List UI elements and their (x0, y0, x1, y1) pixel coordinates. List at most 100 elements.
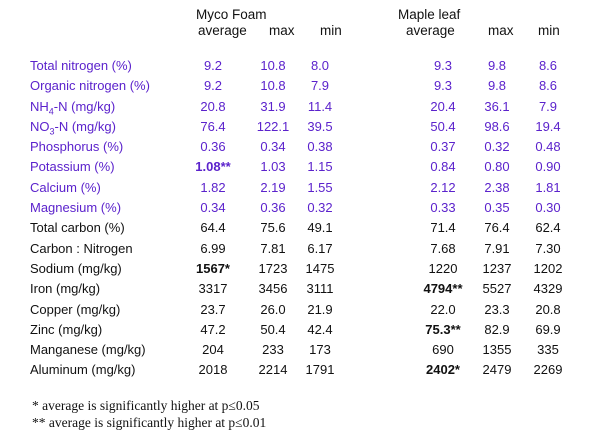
column-gap (340, 340, 418, 360)
row-label: Carbon : Nitrogen (30, 239, 180, 259)
value-cell: 4794** (423, 281, 463, 297)
value-cell: 1.03 (260, 159, 286, 175)
value-cell: 1791 (305, 362, 335, 378)
value-cell: 3317 (198, 281, 228, 297)
row-label-text: Calcium (%) (30, 179, 101, 195)
value-cell: 76.4 (484, 220, 510, 236)
row-label-text: NH (30, 98, 49, 114)
row-label-text: Total nitrogen (%) (30, 58, 132, 73)
value-cell: 42.4 (307, 321, 333, 337)
column-gap (340, 137, 418, 157)
value-cell: 2214 (258, 362, 288, 378)
value-cell: 6.17 (307, 240, 333, 256)
value-cell: 1202 (533, 260, 563, 276)
value-cell: 0.34 (200, 200, 226, 216)
value-cell: 1.82 (200, 179, 226, 195)
table-row: NH4-N (mg/kg) 20.8 31.9 11.4 20.4 36.1 7.9 (30, 97, 570, 117)
row-label-text: NO (30, 118, 50, 134)
row-label: Potassium (%) (30, 157, 180, 177)
value-cell: 2402* (426, 362, 460, 378)
value-cell: 5527 (482, 281, 512, 297)
row-label: Organic nitrogen (%) (30, 76, 180, 96)
value-cell: 0.33 (430, 200, 456, 216)
value-cell: 75.6 (260, 220, 286, 236)
value-cell: 23.7 (200, 301, 226, 317)
value-cell: 0.37 (430, 139, 456, 155)
value-cell: 0.35 (484, 200, 510, 216)
value-cell: 2018 (198, 362, 228, 378)
column-gap (340, 239, 418, 259)
group1-min-header: min (320, 23, 342, 38)
value-cell: 1567* (196, 260, 230, 276)
row-label-text: Phosphorus (%) (30, 139, 124, 155)
value-cell: 76.4 (200, 118, 226, 134)
value-cell: 69.9 (535, 321, 561, 337)
value-cell: 82.9 (484, 321, 510, 337)
column-gap (340, 97, 418, 117)
footnote-significance-01: ** average is significantly higher at p≤… (32, 415, 267, 430)
value-cell: 233 (262, 342, 284, 358)
value-cell: 9.2 (203, 78, 223, 94)
value-cell: 0.84 (430, 159, 456, 175)
table-row: Total nitrogen (%) 9.2 10.8 8.0 9.3 9.8 8.6 (30, 56, 570, 76)
row-label-text: Sodium (mg/kg) (30, 260, 122, 276)
value-cell: 0.32 (484, 139, 510, 155)
value-cell: 2.12 (430, 179, 456, 195)
value-cell: 1475 (305, 260, 335, 276)
value-cell: 0.32 (307, 200, 333, 216)
group1-header: Myco Foam average (196, 7, 267, 39)
value-cell: 50.4 (430, 118, 456, 134)
row-label: Copper (mg/kg) (30, 300, 180, 320)
row-label: Phosphorus (%) (30, 137, 180, 157)
value-cell: 9.8 (487, 78, 507, 94)
value-cell: 3456 (258, 281, 288, 297)
column-gap (340, 320, 418, 340)
value-cell: 7.9 (310, 78, 330, 94)
value-cell: 75.3** (425, 321, 461, 337)
column-gap (340, 360, 418, 380)
table-row: Total carbon (%) 64.4 75.6 49.1 71.4 76.4 62.4 (30, 218, 570, 238)
value-cell: 1.15 (307, 159, 333, 175)
value-cell: 9.3 (433, 58, 453, 73)
table-row: Aluminum (mg/kg) 2018 2214 1791 2402* 2479 226… (30, 360, 570, 380)
row-label: Zinc (mg/kg) (30, 320, 180, 340)
value-cell: 20.4 (430, 98, 456, 114)
value-cell: 20.8 (535, 301, 561, 317)
value-cell: 1723 (258, 260, 288, 276)
column-gap (340, 198, 418, 218)
value-cell: 9.2 (203, 58, 223, 73)
row-label-text: Total carbon (%) (30, 220, 125, 236)
group2-header: Maple leaf average (398, 7, 468, 39)
row-label: NO3-N (mg/kg) (30, 117, 180, 137)
value-cell: 0.36 (200, 139, 226, 155)
column-gap (340, 178, 418, 198)
row-label-subscript: 3 (49, 126, 55, 137)
value-cell: 1.08** (195, 159, 231, 175)
value-cell: 98.6 (484, 118, 510, 134)
row-label: Magnesium (%) (30, 198, 180, 218)
value-cell: 0.38 (307, 139, 333, 155)
row-label-text: Magnesium (%) (30, 200, 122, 216)
footnote-significance-05: * average is significantly higher at p≤0… (32, 398, 260, 413)
value-cell: 64.4 (200, 220, 226, 236)
row-label: Aluminum (mg/kg) (30, 360, 180, 380)
value-cell: 19.4 (535, 118, 561, 134)
value-cell: 0.30 (535, 200, 561, 216)
value-cell: 1355 (482, 342, 512, 358)
column-gap (340, 56, 418, 76)
row-label: NH4-N (mg/kg) (30, 97, 180, 117)
value-cell: 20.8 (200, 98, 226, 114)
group2-name: Maple leaf (398, 7, 461, 22)
value-cell: 7.30 (535, 240, 561, 256)
row-label: Calcium (%) (30, 178, 180, 198)
value-cell: 7.91 (484, 240, 510, 256)
row-label: Total carbon (%) (30, 218, 180, 238)
row-label-text: Copper (mg/kg) (30, 301, 121, 317)
row-label-suffix: -N (mg/kg) (54, 118, 116, 134)
value-cell: 8.6 (538, 58, 558, 73)
value-cell: 9.3 (433, 78, 453, 94)
row-label-text: Aluminum (mg/kg) (30, 362, 136, 378)
value-cell: 3111 (306, 281, 334, 297)
value-cell: 173 (309, 342, 331, 358)
value-cell: 204 (202, 342, 224, 358)
